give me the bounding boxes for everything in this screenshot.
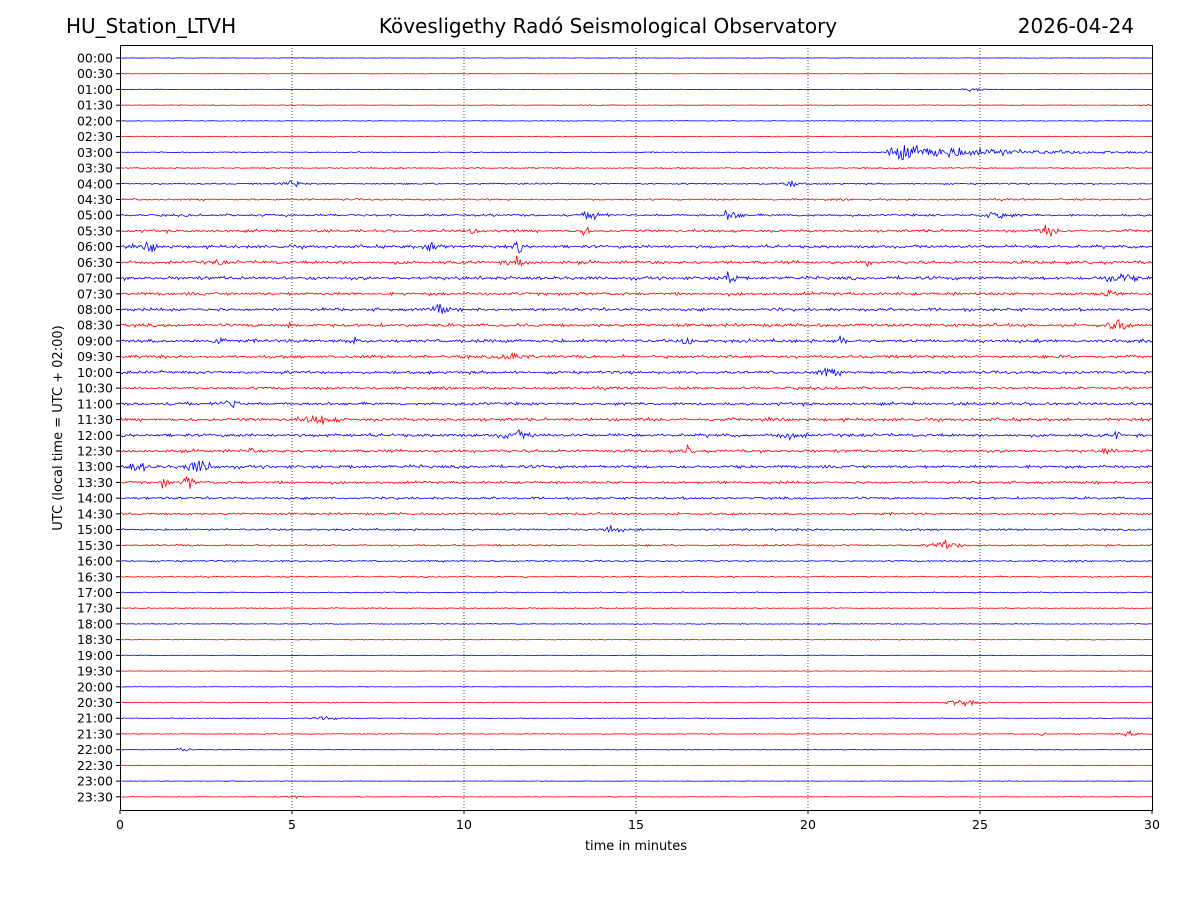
plot-frame [120, 45, 1153, 811]
x-tick-label: 30 [1144, 817, 1160, 832]
trace-1930 [119, 670, 1153, 672]
row-label: 20:00 [77, 679, 113, 694]
y-axis-label: UTC (local time = UTC + 02:00) [51, 325, 66, 530]
gridlines [291, 45, 981, 810]
x-tick-label: 15 [628, 817, 644, 832]
row-label: 14:00 [77, 491, 113, 506]
trace-1100 [119, 400, 1153, 409]
trace-1300 [119, 460, 1153, 472]
trace-0530 [119, 224, 1153, 237]
row-label: 08:00 [77, 302, 113, 317]
row-label: 16:00 [77, 554, 113, 569]
row-label: 02:00 [77, 113, 113, 128]
trace-2130 [119, 729, 1153, 737]
chart-date: 2026-04-24 [1017, 14, 1134, 38]
trace-0100 [119, 88, 1153, 92]
row-label: 11:30 [77, 412, 113, 427]
x-axis-label: time in minutes [585, 839, 687, 854]
trace-0730 [119, 289, 1152, 297]
trace-2200 [119, 747, 1153, 752]
trace-2100 [119, 716, 1153, 721]
trace-1900 [119, 654, 1153, 657]
row-label: 05:30 [77, 223, 113, 238]
row-label: 03:30 [77, 161, 113, 176]
row-label: 08:30 [77, 318, 113, 333]
row-label: 13:00 [77, 459, 113, 474]
trace-1330 [119, 476, 1153, 489]
row-label: 12:30 [77, 444, 113, 459]
row-label: 07:00 [77, 271, 113, 286]
row-label: 15:30 [77, 538, 113, 553]
row-label: 18:30 [77, 632, 113, 647]
row-label: 17:00 [77, 585, 113, 600]
row-label: 00:30 [77, 66, 113, 81]
x-tick-label: 0 [116, 817, 124, 832]
row-label: 18:00 [77, 616, 113, 631]
row-label: 21:30 [77, 726, 113, 741]
trace-1030 [119, 385, 1153, 391]
row-label: 16:30 [77, 569, 113, 584]
trace-1230 [119, 443, 1153, 456]
row-label: 05:00 [77, 208, 113, 223]
trace-0500 [119, 209, 1152, 221]
trace-1130 [119, 414, 1153, 425]
trace-1530 [119, 539, 1153, 549]
x-tick-label: 5 [288, 817, 296, 832]
trace-2000 [119, 686, 1153, 688]
row-label: 04:30 [77, 192, 113, 207]
row-label: 09:30 [77, 349, 113, 364]
trace-1400 [119, 495, 1153, 501]
row-label: 01:00 [77, 82, 113, 97]
row-label: 15:00 [77, 522, 113, 537]
trace-0930 [119, 352, 1153, 360]
row-label: 22:00 [77, 742, 113, 757]
trace-0030 [119, 72, 1153, 75]
row-label: 19:30 [77, 664, 113, 679]
x-axis: 0 5 10 15 20 25 30 [116, 810, 1160, 832]
row-label: 23:00 [77, 774, 113, 789]
trace-2330 [119, 795, 1153, 799]
trace-0700 [119, 271, 1153, 284]
row-label: 22:30 [77, 758, 113, 773]
row-label: 17:30 [77, 601, 113, 616]
row-label: 06:30 [77, 255, 113, 270]
row-label: 06:00 [77, 239, 113, 254]
row-label: 10:00 [77, 365, 113, 380]
x-tick-label: 20 [800, 817, 816, 832]
row-label: 19:00 [77, 648, 113, 663]
row-label: 07:30 [77, 286, 113, 301]
row-label: 01:30 [77, 98, 113, 113]
x-tick-label: 25 [972, 817, 988, 832]
row-label: 13:30 [77, 475, 113, 490]
row-label: 11:00 [77, 396, 113, 411]
trace-0900 [119, 335, 1153, 346]
row-label: 21:00 [77, 711, 113, 726]
trace-0300 [119, 145, 1153, 161]
station-code: HU_Station_LTVH [66, 14, 237, 38]
trace-0230 [119, 135, 1153, 138]
row-label: 00:00 [77, 51, 113, 66]
row-label: 10:30 [77, 381, 113, 396]
trace-1730 [119, 606, 1153, 610]
chart-title: Kövesligethy Radó Seismological Observat… [378, 14, 838, 38]
row-label: 02:30 [77, 129, 113, 144]
x-tick-label: 10 [456, 817, 472, 832]
row-labels: 00:0000:3001:0001:3002:0002:3003:0003:30… [77, 51, 120, 804]
row-label: 20:30 [77, 695, 113, 710]
trace-1500 [119, 525, 1153, 533]
row-label: 09:00 [77, 333, 113, 348]
row-label: 03:00 [77, 145, 113, 160]
trace-1700 [119, 591, 1153, 595]
row-label: 14:30 [77, 506, 113, 521]
row-label: 12:00 [77, 428, 113, 443]
row-label: 04:00 [77, 176, 113, 191]
row-label: 23:30 [77, 789, 113, 804]
